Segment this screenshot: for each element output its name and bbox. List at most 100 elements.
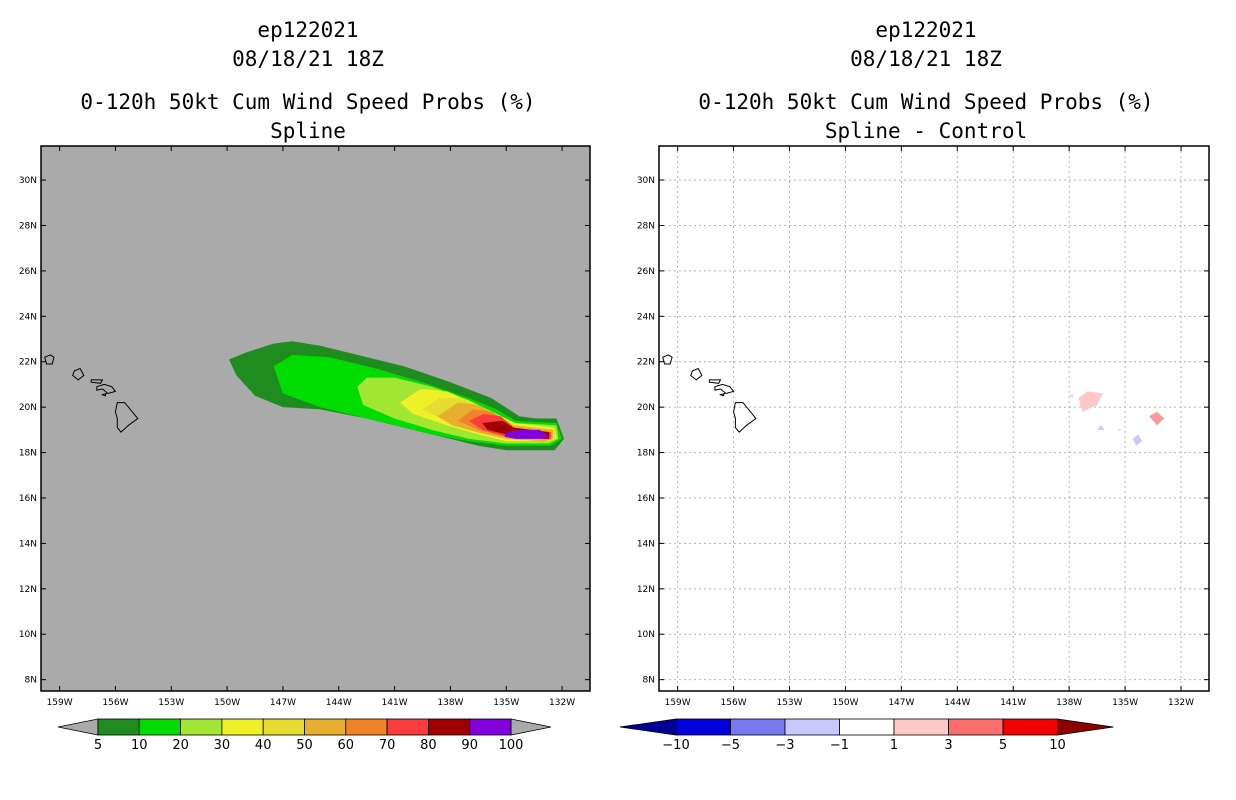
coastline-oahu [71, 367, 85, 381]
colorbar-swatch [469, 718, 512, 736]
y-tick-label: 12N [19, 585, 37, 595]
colorbar-label: −10 [662, 738, 689, 753]
contour-1 [1078, 391, 1103, 412]
colorbar-swatch [730, 718, 786, 736]
coastline-kahoolawe [719, 392, 726, 397]
colorbar-swatch [97, 718, 140, 736]
colorbar-end-high [510, 718, 552, 736]
plot-background [659, 146, 1209, 691]
colorbar-label: 50 [296, 738, 313, 753]
left-chart-subtitle: Spline [270, 119, 346, 143]
colorbar-swatch [345, 718, 388, 736]
left-datetime: 08/18/21 18Z [232, 47, 384, 71]
x-tick-label: 156W [721, 698, 747, 708]
x-tick-label: 132W [1168, 698, 1194, 708]
y-tick-label: 24N [637, 312, 655, 322]
colorbar-swatch [221, 718, 264, 736]
colorbar-label: 5 [94, 738, 102, 753]
colorbar-label: 80 [420, 738, 437, 753]
x-tick-label: 150W [214, 698, 240, 708]
colorbar-label: 20 [172, 738, 189, 753]
plot-frame [40, 145, 591, 692]
coastline-oahu [690, 367, 703, 381]
colorbar-swatch [948, 718, 1004, 736]
y-tick-label: 22N [637, 358, 655, 368]
colorbar-swatch [893, 718, 949, 736]
coastline-niihau-kauai [662, 354, 673, 365]
colorbar-end-high [1057, 718, 1114, 736]
plot-frame [658, 145, 1210, 692]
colorbar-label: 60 [338, 738, 355, 753]
x-tick-label: 138W [1056, 698, 1082, 708]
colorbar-swatch [304, 718, 347, 736]
colorbar-swatch [839, 718, 895, 736]
y-tick-label: 26N [19, 267, 37, 277]
contour-neg1 [1132, 434, 1142, 446]
x-tick-label: 141W [1000, 698, 1026, 708]
y-tick-label: 28N [637, 221, 655, 231]
y-tick-label: 28N [19, 221, 37, 231]
coastline-molokai [708, 379, 722, 384]
y-tick-label: 16N [637, 494, 655, 504]
y-tick-label: 30N [637, 176, 655, 186]
y-tick-label: 24N [19, 312, 37, 322]
plot-left: 159W 156W 153W 150W 147W 144W 141W 138W 135W 132W… [19, 145, 591, 753]
colorbar-swatch [386, 718, 429, 736]
coastline-niihau-kauai [44, 354, 55, 365]
y-tick-label: 8N [25, 676, 37, 686]
x-tick-label: 147W [888, 698, 914, 708]
colorbar-label: 40 [255, 738, 272, 753]
x-tick-label: 135W [1112, 698, 1138, 708]
colorbar-label: 5 [999, 738, 1007, 753]
colorbar-swatch [675, 718, 731, 736]
colorbar-label: 3 [944, 738, 952, 753]
colorbar-swatch [784, 718, 840, 736]
right-title-block: ep122021 08/18/21 18Z 0-120h 50kt Cum Wi… [646, 16, 1206, 146]
y-tick-label: 20N [19, 403, 37, 413]
coastline-hawaii [114, 402, 139, 433]
colorbar-swatch [1002, 718, 1058, 736]
plot-right: 159W 156W 153W 150W 147W 144W 141W 138W 135W 132W… [619, 145, 1210, 753]
right-chart-subtitle: Spline - Control [824, 119, 1028, 143]
colorbar-label: −5 [721, 738, 740, 753]
colorbar-label: 100 [499, 738, 524, 753]
x-tick-label: 156W [102, 698, 128, 708]
colorbar-label: 70 [379, 738, 396, 753]
y-tick-label: 22N [19, 358, 37, 368]
right-storm-id: ep122021 [875, 18, 977, 42]
colorbar-label: 10 [131, 738, 148, 753]
y-tick-label: 16N [19, 494, 37, 504]
x-tick-label: 135W [493, 698, 519, 708]
colorbar-label: −3 [775, 738, 794, 753]
y-tick-label: 20N [637, 403, 655, 413]
colorbar-swatch [427, 718, 471, 736]
colorbar-label: 10 [1049, 738, 1066, 753]
contour-group [44, 341, 564, 451]
y-tick-label: 8N [643, 676, 655, 686]
colorbar-end-low [619, 718, 677, 736]
colorbar-label: −1 [830, 738, 849, 753]
coastline-maui-lanai [714, 383, 735, 395]
x-tick-label: 150W [832, 698, 858, 708]
x-tick-label: 144W [944, 698, 970, 708]
x-tick-label: 144W [326, 698, 352, 708]
coastline-hawaii [733, 402, 757, 433]
left-title-block: ep122021 08/18/21 18Z 0-120h 50kt Cum Wi… [28, 16, 588, 146]
colorbar-left: 5 10 20 30 40 50 60 70 80 90 100 [57, 718, 552, 753]
colorbar-label: 30 [214, 738, 231, 753]
y-tick-label: 18N [637, 449, 655, 459]
left-storm-id: ep122021 [257, 18, 359, 42]
colorbar-label: 90 [461, 738, 478, 753]
y-tick-label: 14N [19, 539, 37, 549]
x-tick-label: 153W [776, 698, 802, 708]
contour-3 [1149, 411, 1165, 426]
coastline-maui-lanai [96, 383, 117, 395]
coastline-molokai [90, 379, 104, 384]
y-tick-label: 30N [19, 176, 37, 186]
x-tick-label: 138W [437, 698, 463, 708]
x-tick-label: 147W [270, 698, 296, 708]
colorbar-right: −10 −5 −3 −1 1 3 5 10 [619, 718, 1114, 753]
colorbar-swatch [262, 718, 305, 736]
right-chart-title: 0-120h 50kt Cum Wind Speed Probs (%) [698, 90, 1154, 114]
